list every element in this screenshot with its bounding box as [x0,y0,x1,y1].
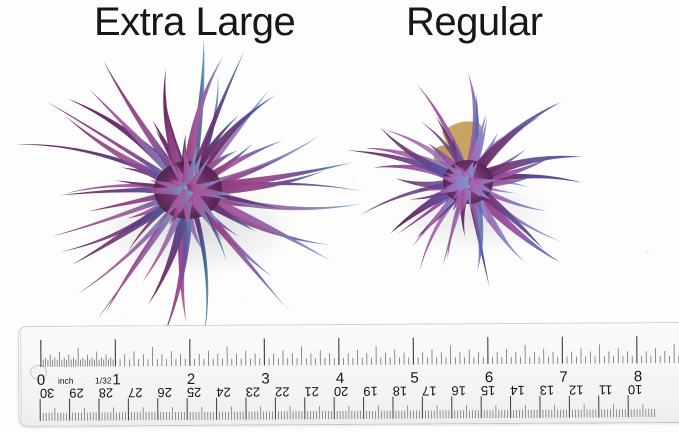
plant-leaf-group [163,189,194,337]
ruler-cm-number: 27 [128,385,143,400]
ruler-fraction-label: 1/32 [95,375,112,385]
measuring-ruler: 0 1 2 3 4 5 6 7 8 inch 1/32 30 29 28 27 26 25 24 23 22 21 20 1… [17,321,679,427]
ruler-cm-number: 20 [334,384,349,399]
ruler-cm-number: 29 [69,386,84,401]
plant-leaf [184,187,287,308]
plant-leaf [460,181,484,271]
ruler-inch-number: 2 [187,371,195,388]
plant-leaf-group [183,51,245,192]
plant-leaf-group [15,144,190,194]
plant-leaf [173,187,194,219]
ruler-inch-number: 8 [634,368,642,385]
plant-leaf [163,189,194,337]
photo-speckle [286,306,289,309]
ruler-cm-number: 17 [422,383,437,398]
ruler-unit-label-inch: inch [58,376,74,386]
plant-leaf [181,55,225,192]
plant-leaf [186,181,216,196]
plant-leaf [45,100,190,193]
ruler-inch-number: 7 [559,369,567,386]
ruler-cm-number: 15 [481,383,496,398]
ruler-cm-number: 24 [216,385,231,400]
ruler-cm-number: 23 [246,385,261,400]
photo-speckle [245,300,248,303]
plant-leaf-group [184,189,209,338]
plant-leaf [434,176,471,194]
ruler-cm-number: 11 [599,382,613,397]
ruler-cm-number: 21 [304,384,319,399]
ruler-cm-number: 28 [99,385,114,400]
ruler-inch-number: 1 [112,371,120,388]
plant-leaf [183,51,245,192]
plant-leaf [185,185,332,262]
plant-leaf [184,189,209,338]
ruler-inch-number: 0 [37,372,45,389]
ruler-inch-number: 4 [336,370,344,387]
photo-speckle [124,318,126,320]
plant-leaf [15,144,190,194]
plant-leaf [143,186,189,194]
air-plant-extra-large [0,0,400,340]
plant-leaf [183,185,219,225]
ruler-cm-number: 18 [393,384,408,399]
photo-speckle [352,178,354,180]
plant-leaf-group [460,181,484,271]
ruler-inch-number: 6 [485,369,493,386]
air-plant-regular-graphic [347,72,584,288]
plant-leaf-group [184,187,287,308]
air-plant-regular [330,20,660,320]
plant-leaf-group [181,55,225,192]
plant-leaf-group [185,185,332,262]
photo-speckle [646,250,649,253]
ruler-cm-number: 22 [275,384,290,399]
plant-leaf [464,176,491,200]
ruler-inch-number: 5 [410,370,418,387]
plant-leaf-group [97,188,191,320]
ruler-cm-number: 25 [187,385,202,400]
plant-leaf [181,148,195,191]
label-regular: Regular [406,0,543,44]
ruler-cm-number: 30 [40,386,55,401]
ruler-cm-number: 10 [628,382,643,397]
plant-leaf [184,155,211,192]
ruler-cm-number: 19 [363,384,378,399]
ruler-inch-number: 3 [261,370,269,387]
ruler-cm-number: 16 [451,383,466,398]
air-plant-extra-large-graphic [15,38,366,338]
label-extra-large: Extra Large [94,0,296,44]
ruler-cm-number: 13 [540,383,555,398]
ruler-cm-number: 12 [569,383,584,398]
ruler-cm-number: 14 [510,383,525,398]
plant-leaf-group [45,100,190,193]
ruler-cm-number: 26 [157,385,172,400]
plant-leaf [97,188,191,320]
